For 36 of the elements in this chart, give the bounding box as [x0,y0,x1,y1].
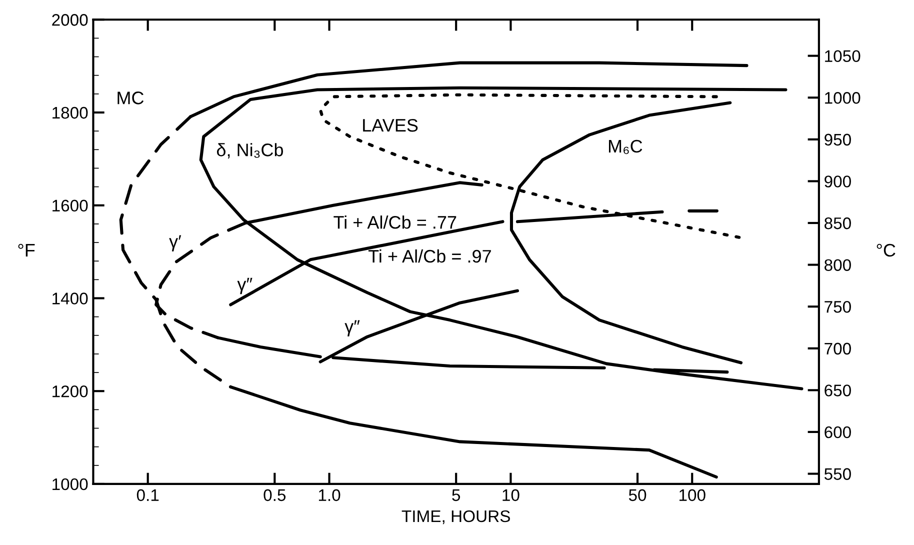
y2-tick-label: 700 [824,342,851,355]
y2-tick-label: 850 [824,217,851,230]
annotation: γ′ [169,235,182,252]
annotation: Ti + Al/Cb = .77 [334,216,456,229]
y-axis-title: °F [18,244,35,256]
x-tick-label: 50 [628,489,646,502]
y2-tick-label: 900 [824,176,851,188]
y-tick-label: 1200 [52,385,88,398]
annotation: δ, Ni₃Cb [216,143,284,158]
annotation: M₆C [608,140,642,154]
x-tick-label: 5 [452,489,460,502]
y2-tick-label: 1050 [825,50,860,62]
x-tick-label: 100 [680,489,706,502]
y2-tick-label: 750 [824,300,851,313]
y2-tick-label: 1000 [825,92,860,104]
y-tick-label: 1400 [52,292,88,304]
annotation: MC [118,92,144,104]
x-tick-label: 0.5 [264,489,286,502]
y2-tick-label: 650 [824,384,851,396]
x-tick-label: 0.1 [136,489,159,502]
y-tick-label: 1000 [52,478,88,490]
x-tick-label: 10 [502,489,520,502]
y-tick-label: 1600 [52,200,88,212]
y-tick-label: 1800 [52,106,88,119]
annotation: γ″ [344,320,360,336]
y2-tick-label: 600 [824,426,851,438]
annotation: Ti + Al/Cb = .97 [368,249,491,263]
y2-tick-label: 550 [824,468,851,480]
annotation: LAVES [363,118,418,132]
y2-axis-title: °C [876,244,896,257]
y-tick-label: 2000 [52,14,88,26]
x-tick-label: 1.0 [318,489,340,502]
y2-tick-label: 800 [824,259,851,271]
annotation: γ″ [237,278,252,294]
y2-tick-label: 950 [824,134,851,146]
x-axis-title: TIME, HOURS [402,510,510,524]
